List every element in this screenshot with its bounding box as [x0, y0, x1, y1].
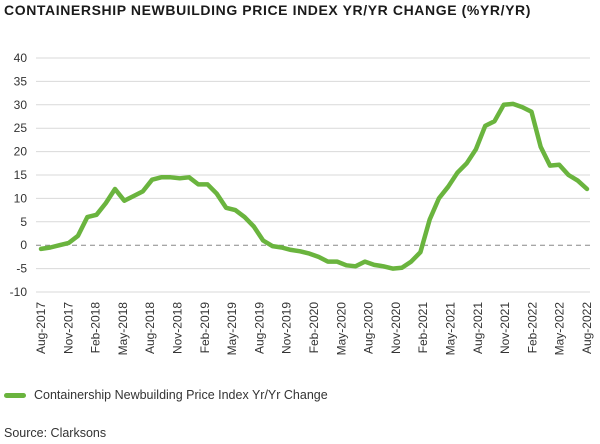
x-axis: Aug-2017 Nov-2017 Feb-2018 May-2018 Aug-2018…	[34, 302, 594, 356]
x-tick-label: Aug-2017	[34, 302, 48, 354]
y-tick-label: 30	[14, 98, 28, 112]
y-tick-label: 35	[14, 74, 28, 88]
x-tick-label: Feb-2021	[416, 302, 430, 354]
x-tick-label: May-2022	[553, 302, 567, 356]
y-tick-label: 10	[14, 191, 28, 205]
series-layer	[38, 101, 590, 271]
x-tick-label: May-2020	[334, 302, 348, 356]
y-axis: 40 35 30 25 20 15 10 5 0 -5 -10	[10, 51, 28, 299]
x-tick-label: Nov-2020	[389, 302, 403, 354]
x-tick-label: Nov-2017	[61, 302, 75, 354]
chart-title: CONTAINERSHIP NEWBUILDING PRICE INDEX YR…	[4, 2, 531, 18]
source-note: Source: Clarksons	[4, 426, 107, 440]
x-tick-label: Nov-2018	[171, 302, 185, 354]
x-tick-label: May-2018	[116, 302, 130, 356]
x-tick-label: Feb-2020	[307, 302, 321, 354]
x-tick-label: Nov-2019	[280, 302, 294, 354]
x-tick-label: Nov-2021	[498, 302, 512, 354]
x-tick-label: Aug-2018	[143, 302, 157, 354]
y-tick-label: 0	[20, 238, 27, 252]
x-tick-label: Aug-2022	[580, 302, 594, 354]
x-tick-label: Feb-2018	[89, 302, 103, 354]
x-tick-label: Aug-2019	[252, 302, 266, 354]
y-tick-label: 5	[20, 215, 27, 229]
y-tick-label: 25	[14, 121, 28, 135]
x-tick-label: May-2019	[225, 302, 239, 356]
x-tick-label: May-2021	[444, 302, 458, 356]
y-tick-label: 20	[14, 145, 28, 159]
y-tick-label: 40	[14, 51, 28, 65]
y-tick-label: -5	[16, 262, 27, 276]
y-tick-label: -10	[10, 285, 28, 299]
x-tick-label: Aug-2020	[362, 302, 376, 354]
legend-label: Containership Newbuilding Price Index Yr…	[34, 388, 328, 402]
x-tick-label: Aug-2021	[471, 302, 485, 354]
x-tick-label: Feb-2022	[525, 302, 539, 354]
series-line	[38, 101, 590, 271]
x-tick-label: Feb-2019	[198, 302, 212, 354]
legend: Containership Newbuilding Price Index Yr…	[4, 388, 328, 402]
legend-swatch	[4, 392, 26, 398]
y-tick-label: 15	[14, 168, 28, 182]
